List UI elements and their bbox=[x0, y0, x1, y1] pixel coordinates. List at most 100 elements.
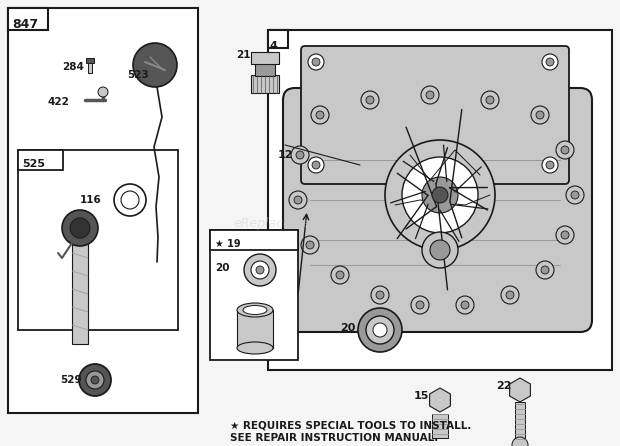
Circle shape bbox=[121, 191, 139, 209]
Circle shape bbox=[312, 58, 320, 66]
Text: 21: 21 bbox=[236, 50, 250, 60]
FancyBboxPatch shape bbox=[301, 46, 569, 184]
Circle shape bbox=[536, 261, 554, 279]
Bar bbox=[268, 30, 612, 370]
Text: 529: 529 bbox=[60, 375, 82, 385]
Circle shape bbox=[251, 261, 269, 279]
Bar bbox=[251, 52, 279, 64]
Text: 12: 12 bbox=[278, 150, 293, 160]
Circle shape bbox=[358, 308, 402, 352]
Circle shape bbox=[306, 241, 314, 249]
Bar bbox=[268, 30, 288, 48]
Text: 523: 523 bbox=[127, 70, 149, 80]
Circle shape bbox=[289, 191, 307, 209]
Text: 15: 15 bbox=[414, 391, 430, 401]
Circle shape bbox=[506, 291, 514, 299]
Circle shape bbox=[556, 141, 574, 159]
Bar bbox=[8, 8, 48, 30]
Circle shape bbox=[411, 296, 429, 314]
Text: 22: 22 bbox=[496, 381, 511, 391]
Text: 20: 20 bbox=[215, 263, 229, 273]
Bar bbox=[251, 75, 279, 93]
Circle shape bbox=[542, 54, 558, 70]
Circle shape bbox=[336, 271, 344, 279]
Text: SEE REPAIR INSTRUCTION MANUAL.: SEE REPAIR INSTRUCTION MANUAL. bbox=[230, 433, 438, 443]
Circle shape bbox=[561, 146, 569, 154]
Circle shape bbox=[556, 226, 574, 244]
Circle shape bbox=[133, 43, 177, 87]
Bar bbox=[8, 8, 198, 413]
Circle shape bbox=[402, 157, 478, 233]
Circle shape bbox=[62, 210, 98, 246]
Circle shape bbox=[385, 140, 495, 250]
Text: 847: 847 bbox=[12, 17, 38, 30]
Bar bbox=[210, 230, 298, 250]
Circle shape bbox=[546, 161, 554, 169]
Text: 422: 422 bbox=[48, 97, 70, 107]
Circle shape bbox=[422, 232, 458, 268]
Circle shape bbox=[98, 87, 108, 97]
Bar bbox=[237, 310, 273, 348]
Text: 20: 20 bbox=[340, 323, 355, 333]
Circle shape bbox=[416, 301, 424, 309]
Bar bbox=[432, 414, 448, 438]
Circle shape bbox=[114, 184, 146, 216]
Circle shape bbox=[79, 364, 111, 396]
Circle shape bbox=[91, 376, 99, 384]
Circle shape bbox=[371, 286, 389, 304]
Ellipse shape bbox=[243, 306, 267, 314]
Text: 284: 284 bbox=[62, 62, 84, 72]
Circle shape bbox=[456, 296, 474, 314]
Circle shape bbox=[316, 111, 324, 119]
Text: eReplacementParts.com: eReplacementParts.com bbox=[234, 216, 386, 230]
Circle shape bbox=[308, 54, 324, 70]
Bar bbox=[18, 150, 63, 170]
Text: ★ REQUIRES SPECIAL TOOLS TO INSTALL.: ★ REQUIRES SPECIAL TOOLS TO INSTALL. bbox=[230, 420, 471, 430]
Circle shape bbox=[308, 157, 324, 173]
Circle shape bbox=[536, 111, 544, 119]
Circle shape bbox=[361, 91, 379, 109]
Bar bbox=[18, 150, 178, 330]
Circle shape bbox=[426, 91, 434, 99]
Circle shape bbox=[311, 106, 329, 124]
Text: ★ 19: ★ 19 bbox=[215, 239, 241, 249]
Polygon shape bbox=[430, 388, 450, 412]
Circle shape bbox=[301, 236, 319, 254]
FancyBboxPatch shape bbox=[283, 88, 592, 332]
Circle shape bbox=[86, 371, 104, 389]
Circle shape bbox=[366, 96, 374, 104]
Circle shape bbox=[512, 437, 528, 446]
Circle shape bbox=[70, 218, 90, 238]
Ellipse shape bbox=[237, 342, 273, 354]
Polygon shape bbox=[510, 378, 530, 402]
Circle shape bbox=[373, 323, 387, 337]
Circle shape bbox=[366, 316, 394, 344]
Circle shape bbox=[294, 196, 302, 204]
Circle shape bbox=[376, 291, 384, 299]
Circle shape bbox=[531, 106, 549, 124]
Circle shape bbox=[461, 301, 469, 309]
Bar bbox=[86, 58, 94, 63]
Circle shape bbox=[421, 86, 439, 104]
Bar bbox=[255, 62, 275, 76]
Circle shape bbox=[432, 187, 448, 203]
Bar bbox=[515, 402, 525, 442]
Circle shape bbox=[430, 240, 450, 260]
Circle shape bbox=[331, 266, 349, 284]
Circle shape bbox=[481, 91, 499, 109]
Circle shape bbox=[422, 177, 458, 213]
Circle shape bbox=[291, 146, 309, 164]
Circle shape bbox=[501, 286, 519, 304]
Text: 116: 116 bbox=[80, 195, 102, 205]
Circle shape bbox=[256, 266, 264, 274]
Circle shape bbox=[296, 151, 304, 159]
Circle shape bbox=[312, 161, 320, 169]
Circle shape bbox=[542, 157, 558, 173]
Circle shape bbox=[561, 231, 569, 239]
Circle shape bbox=[566, 186, 584, 204]
Circle shape bbox=[571, 191, 579, 199]
Circle shape bbox=[541, 266, 549, 274]
Text: 4: 4 bbox=[270, 41, 278, 51]
Circle shape bbox=[486, 96, 494, 104]
Bar bbox=[72, 244, 88, 344]
